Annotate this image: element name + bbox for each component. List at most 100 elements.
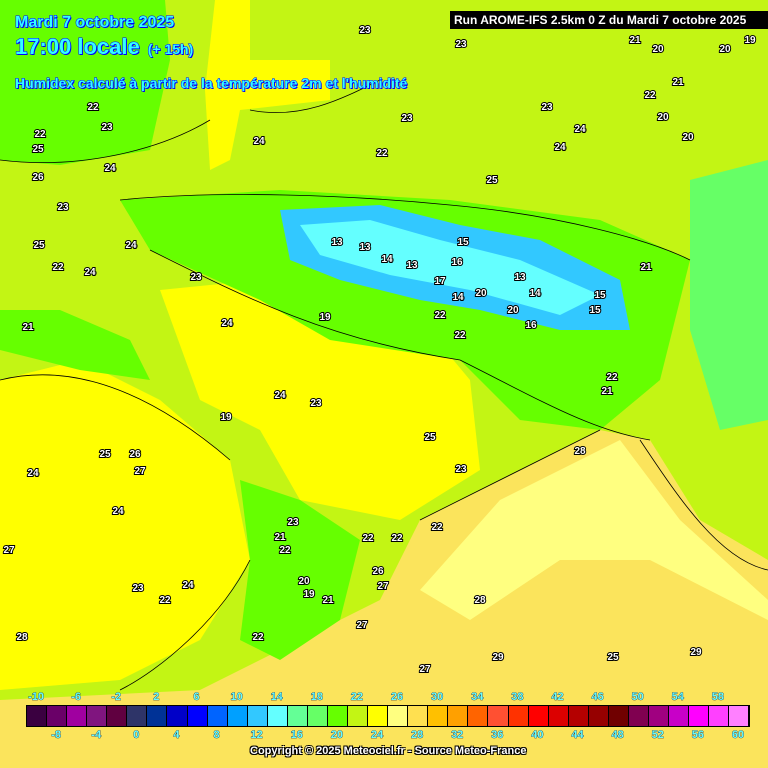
map-value-label: 23 [359, 25, 371, 36]
forecast-date: Mardi 7 octobre 2025 [14, 14, 175, 32]
map-value-label: 24 [274, 390, 286, 401]
lead-time: (+ 15h) [147, 41, 194, 58]
map-value-label: 27 [356, 620, 368, 631]
map-value-label: 22 [252, 632, 264, 643]
color-bin [468, 706, 489, 726]
color-bin [368, 706, 389, 726]
map-value-label: 29 [492, 652, 504, 663]
color-bin [267, 706, 288, 726]
color-bin [669, 706, 690, 726]
map-value-label: 22 [34, 129, 46, 140]
green-zone-nw [0, 0, 170, 165]
color-bin [388, 706, 409, 726]
scale-label-top: -2 [111, 691, 122, 704]
map-value-label: 26 [372, 566, 384, 577]
scale-label-top: -10 [28, 691, 45, 704]
map-value-label: 24 [574, 124, 586, 135]
map-value-label: 22 [391, 533, 403, 544]
map-value-label: 27 [377, 581, 389, 592]
map-value-label: 14 [529, 288, 541, 299]
scale-label-top: 46 [591, 691, 604, 704]
map-value-label: 13 [514, 272, 526, 283]
map-value-label: 26 [129, 449, 141, 460]
color-bin [67, 706, 88, 726]
color-bin [548, 706, 569, 726]
map-value-label: 14 [452, 292, 464, 303]
map-value-label: 22 [644, 90, 656, 101]
map-value-label: 22 [606, 372, 618, 383]
map-value-label: 15 [589, 305, 601, 316]
color-bin [528, 706, 549, 726]
color-bin [147, 706, 168, 726]
color-bin [568, 706, 589, 726]
map-value-label: 14 [381, 254, 393, 265]
scale-label-bottom: 56 [691, 729, 704, 742]
map-value-label: 15 [594, 290, 606, 301]
scale-label-bottom: 52 [651, 729, 664, 742]
map-value-label: 24 [221, 318, 233, 329]
scale-label-top: 42 [551, 691, 564, 704]
map-value-label: 28 [16, 632, 28, 643]
sea-zone-east [690, 160, 768, 430]
map-value-label: 25 [99, 449, 111, 460]
color-bin [508, 706, 529, 726]
color-bin [608, 706, 629, 726]
scale-label-bottom: -4 [91, 729, 102, 742]
color-bin [408, 706, 429, 726]
map-value-label: 20 [682, 132, 694, 143]
map-value-label: 23 [190, 272, 202, 283]
copyright: Copyright © 2025 Meteociel.fr - Source M… [250, 745, 527, 757]
color-bin [27, 706, 48, 726]
color-bin [87, 706, 108, 726]
color-bin [167, 706, 188, 726]
scale-label-top: 54 [671, 691, 684, 704]
map-value-label: 24 [84, 267, 96, 278]
color-bin [307, 706, 328, 726]
map-value-label: 25 [424, 432, 436, 443]
color-bin [327, 706, 348, 726]
map-value-label: 21 [672, 77, 684, 88]
map-value-label: 23 [101, 122, 113, 133]
map-value-label: 22 [454, 330, 466, 341]
pale-zone-south [420, 440, 768, 620]
scale-label-bottom: 60 [731, 729, 745, 742]
map-value-label: 27 [419, 664, 431, 675]
map-value-label: 19 [303, 589, 315, 600]
map-value-label: 20 [475, 288, 487, 299]
scale-label-bottom: 40 [531, 729, 544, 742]
map-value-label: 22 [52, 262, 64, 273]
scale-label-bottom: 12 [250, 729, 263, 742]
scale-label-bottom: 32 [451, 729, 464, 742]
map-value-label: 25 [486, 175, 498, 186]
color-bin [287, 706, 308, 726]
map-value-label: 28 [574, 446, 586, 457]
map-value-label: 25 [607, 652, 619, 663]
color-bin [247, 706, 268, 726]
map-value-label: 13 [331, 237, 343, 248]
scale-label-top: 30 [431, 691, 444, 704]
map-value-label: 13 [359, 242, 371, 253]
contour-lines [0, 79, 768, 691]
map-value-label: 22 [362, 533, 374, 544]
map-value-label: 22 [279, 545, 291, 556]
map-value-label: 24 [554, 142, 566, 153]
scale-label-top: -6 [71, 691, 82, 704]
color-scale-bar [26, 705, 750, 727]
map-value-label: 27 [3, 545, 15, 556]
map-value-label: 23 [401, 113, 413, 124]
map-value-label: 26 [32, 172, 44, 183]
map-value-label: 17 [434, 276, 446, 287]
map-value-label: 21 [629, 35, 641, 46]
map-subtitle: Humidex calculé à partir de la températu… [14, 75, 408, 92]
map-value-label: 23 [455, 39, 467, 50]
color-bin [689, 706, 710, 726]
scale-label-top: 34 [471, 691, 484, 704]
scale-label-top: 10 [230, 691, 243, 704]
scale-label-top: 18 [310, 691, 323, 704]
map-value-label: 22 [376, 148, 388, 159]
yellow-zone-west [0, 360, 250, 690]
map-value-label: 23 [455, 464, 467, 475]
color-bin [187, 706, 208, 726]
scale-label-top: 38 [511, 691, 524, 704]
